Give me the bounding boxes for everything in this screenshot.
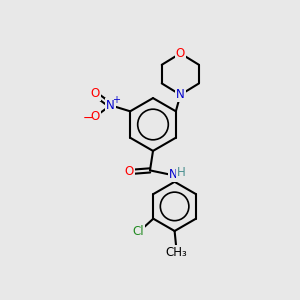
- Text: Cl: Cl: [133, 225, 144, 239]
- Text: −: −: [83, 112, 94, 125]
- Text: N: N: [169, 168, 178, 182]
- Text: O: O: [176, 47, 185, 60]
- Text: +: +: [112, 95, 120, 105]
- Text: O: O: [90, 87, 100, 101]
- Text: N: N: [176, 88, 185, 101]
- Text: O: O: [90, 110, 100, 123]
- Text: O: O: [124, 165, 134, 178]
- Text: CH₃: CH₃: [166, 246, 188, 259]
- Text: N: N: [106, 99, 115, 112]
- Text: H: H: [176, 166, 185, 179]
